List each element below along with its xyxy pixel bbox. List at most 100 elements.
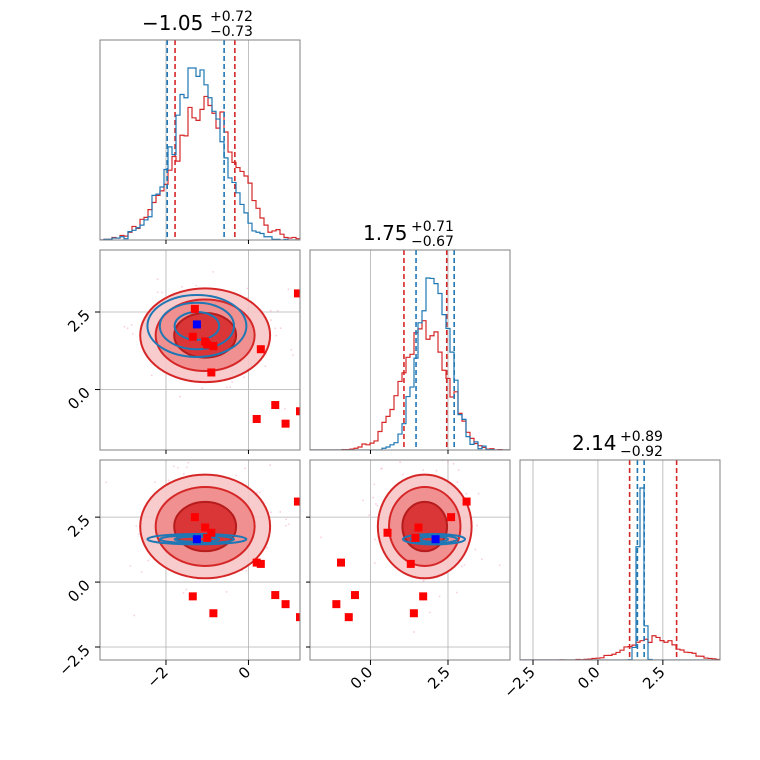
sample-point [279,327,282,330]
sample-point [476,524,478,527]
red-marker [296,613,300,622]
sample-point [225,386,228,389]
sample-point [231,380,233,383]
axes: −2 0 0.0 2.5 −2.5 0.0 2.5 0.0 2.5 −2.5 0.0 2.5 [55,240,669,702]
histogram-series-0 [520,635,720,660]
sample-point [167,479,170,482]
sample-point [131,332,134,335]
histogram-series-1 [310,277,510,450]
sample-point [438,595,441,598]
sample-point [129,564,132,567]
title-value: −1.05 [142,11,203,35]
panel-frame [309,459,511,661]
sample-point [373,562,376,565]
red-contour-line [173,500,238,553]
sample-point [126,327,129,330]
histogram-panel-2 [520,460,720,660]
sample-point [429,611,431,614]
x-tick-label: −2 [143,663,171,691]
sample-point [212,271,215,273]
blue-marker [192,320,201,329]
title-minus: −0.92 [620,444,663,460]
sample-point [465,492,468,495]
sample-point [511,571,513,573]
x-tick-label: 2.5 [424,663,454,693]
sample-point [187,461,190,464]
title-plus: +0.89 [620,429,663,445]
red-marker [406,559,415,568]
panel-title-1: 1.75 +0.71 −0.67 [363,219,454,250]
sample-point [269,309,272,312]
blue-contour-0 [402,533,467,546]
sample-point [372,496,374,499]
sample-point [457,469,460,471]
panel-frame [99,39,301,241]
red-marker [462,497,471,506]
panel-frame [99,249,301,451]
sample-point [401,473,404,476]
sample-point [380,467,382,470]
sample-point [270,511,272,514]
sample-point [185,466,188,469]
sample-point [452,462,455,465]
sample-point [161,291,164,294]
red-contour-line [154,298,256,372]
sample-point [182,592,185,594]
sample-point [480,558,483,561]
sample-point [201,387,204,390]
sample-point [172,465,175,468]
red-marker [447,513,456,522]
red-marker [271,401,280,410]
sample-point [133,614,136,617]
red-marker [252,414,261,423]
red-marker [190,513,199,522]
red-marker [190,304,199,313]
sample-point [284,524,287,527]
red-marker [209,609,218,618]
sample-point [264,365,267,368]
sample-point [375,503,377,505]
panel-title-0: −1.05 +0.72 −0.73 [142,9,253,40]
sample-point [150,374,153,377]
title-value: 2.14 [572,431,617,455]
histogram-series-0 [100,95,300,240]
sample-point [185,588,188,591]
y-tick-label: 2.5 [64,511,94,541]
red-marker [256,559,265,568]
red-marker [256,345,265,354]
grid-lines [165,40,249,240]
histogram-series-1 [520,487,720,660]
title-plus: +0.72 [210,9,253,25]
title-minus: −0.67 [411,234,454,250]
red-marker [252,558,261,567]
sample-point [256,491,259,494]
scatter-panel-2-1 [310,460,513,660]
red-contour-line [401,500,449,553]
red-marker [293,289,300,298]
histogram-series-0 [310,320,510,450]
x-tick-label: 0 [235,663,254,682]
sample-point [138,533,140,536]
red-marker [419,592,428,601]
sample-point [374,538,376,541]
histogram-series-1 [100,67,300,240]
blue-contour-1 [158,301,236,351]
sample-point [422,469,425,471]
sample-point [223,448,225,450]
title-plus: +0.71 [411,219,454,235]
sample-point [474,548,477,551]
sample-point [242,376,245,379]
sample-point [275,334,277,337]
red-contour-line [388,486,462,567]
sample-point [286,430,288,432]
red-marker [411,533,420,542]
sample-point [140,571,143,573]
sample-point [265,546,268,549]
x-tick-label: 0.0 [574,663,604,693]
sample-point [244,467,247,470]
sample-point [235,474,238,477]
sample-point [135,525,138,527]
red-marker [203,340,212,349]
blue-contour-0 [146,533,248,546]
sample-point [376,504,379,507]
